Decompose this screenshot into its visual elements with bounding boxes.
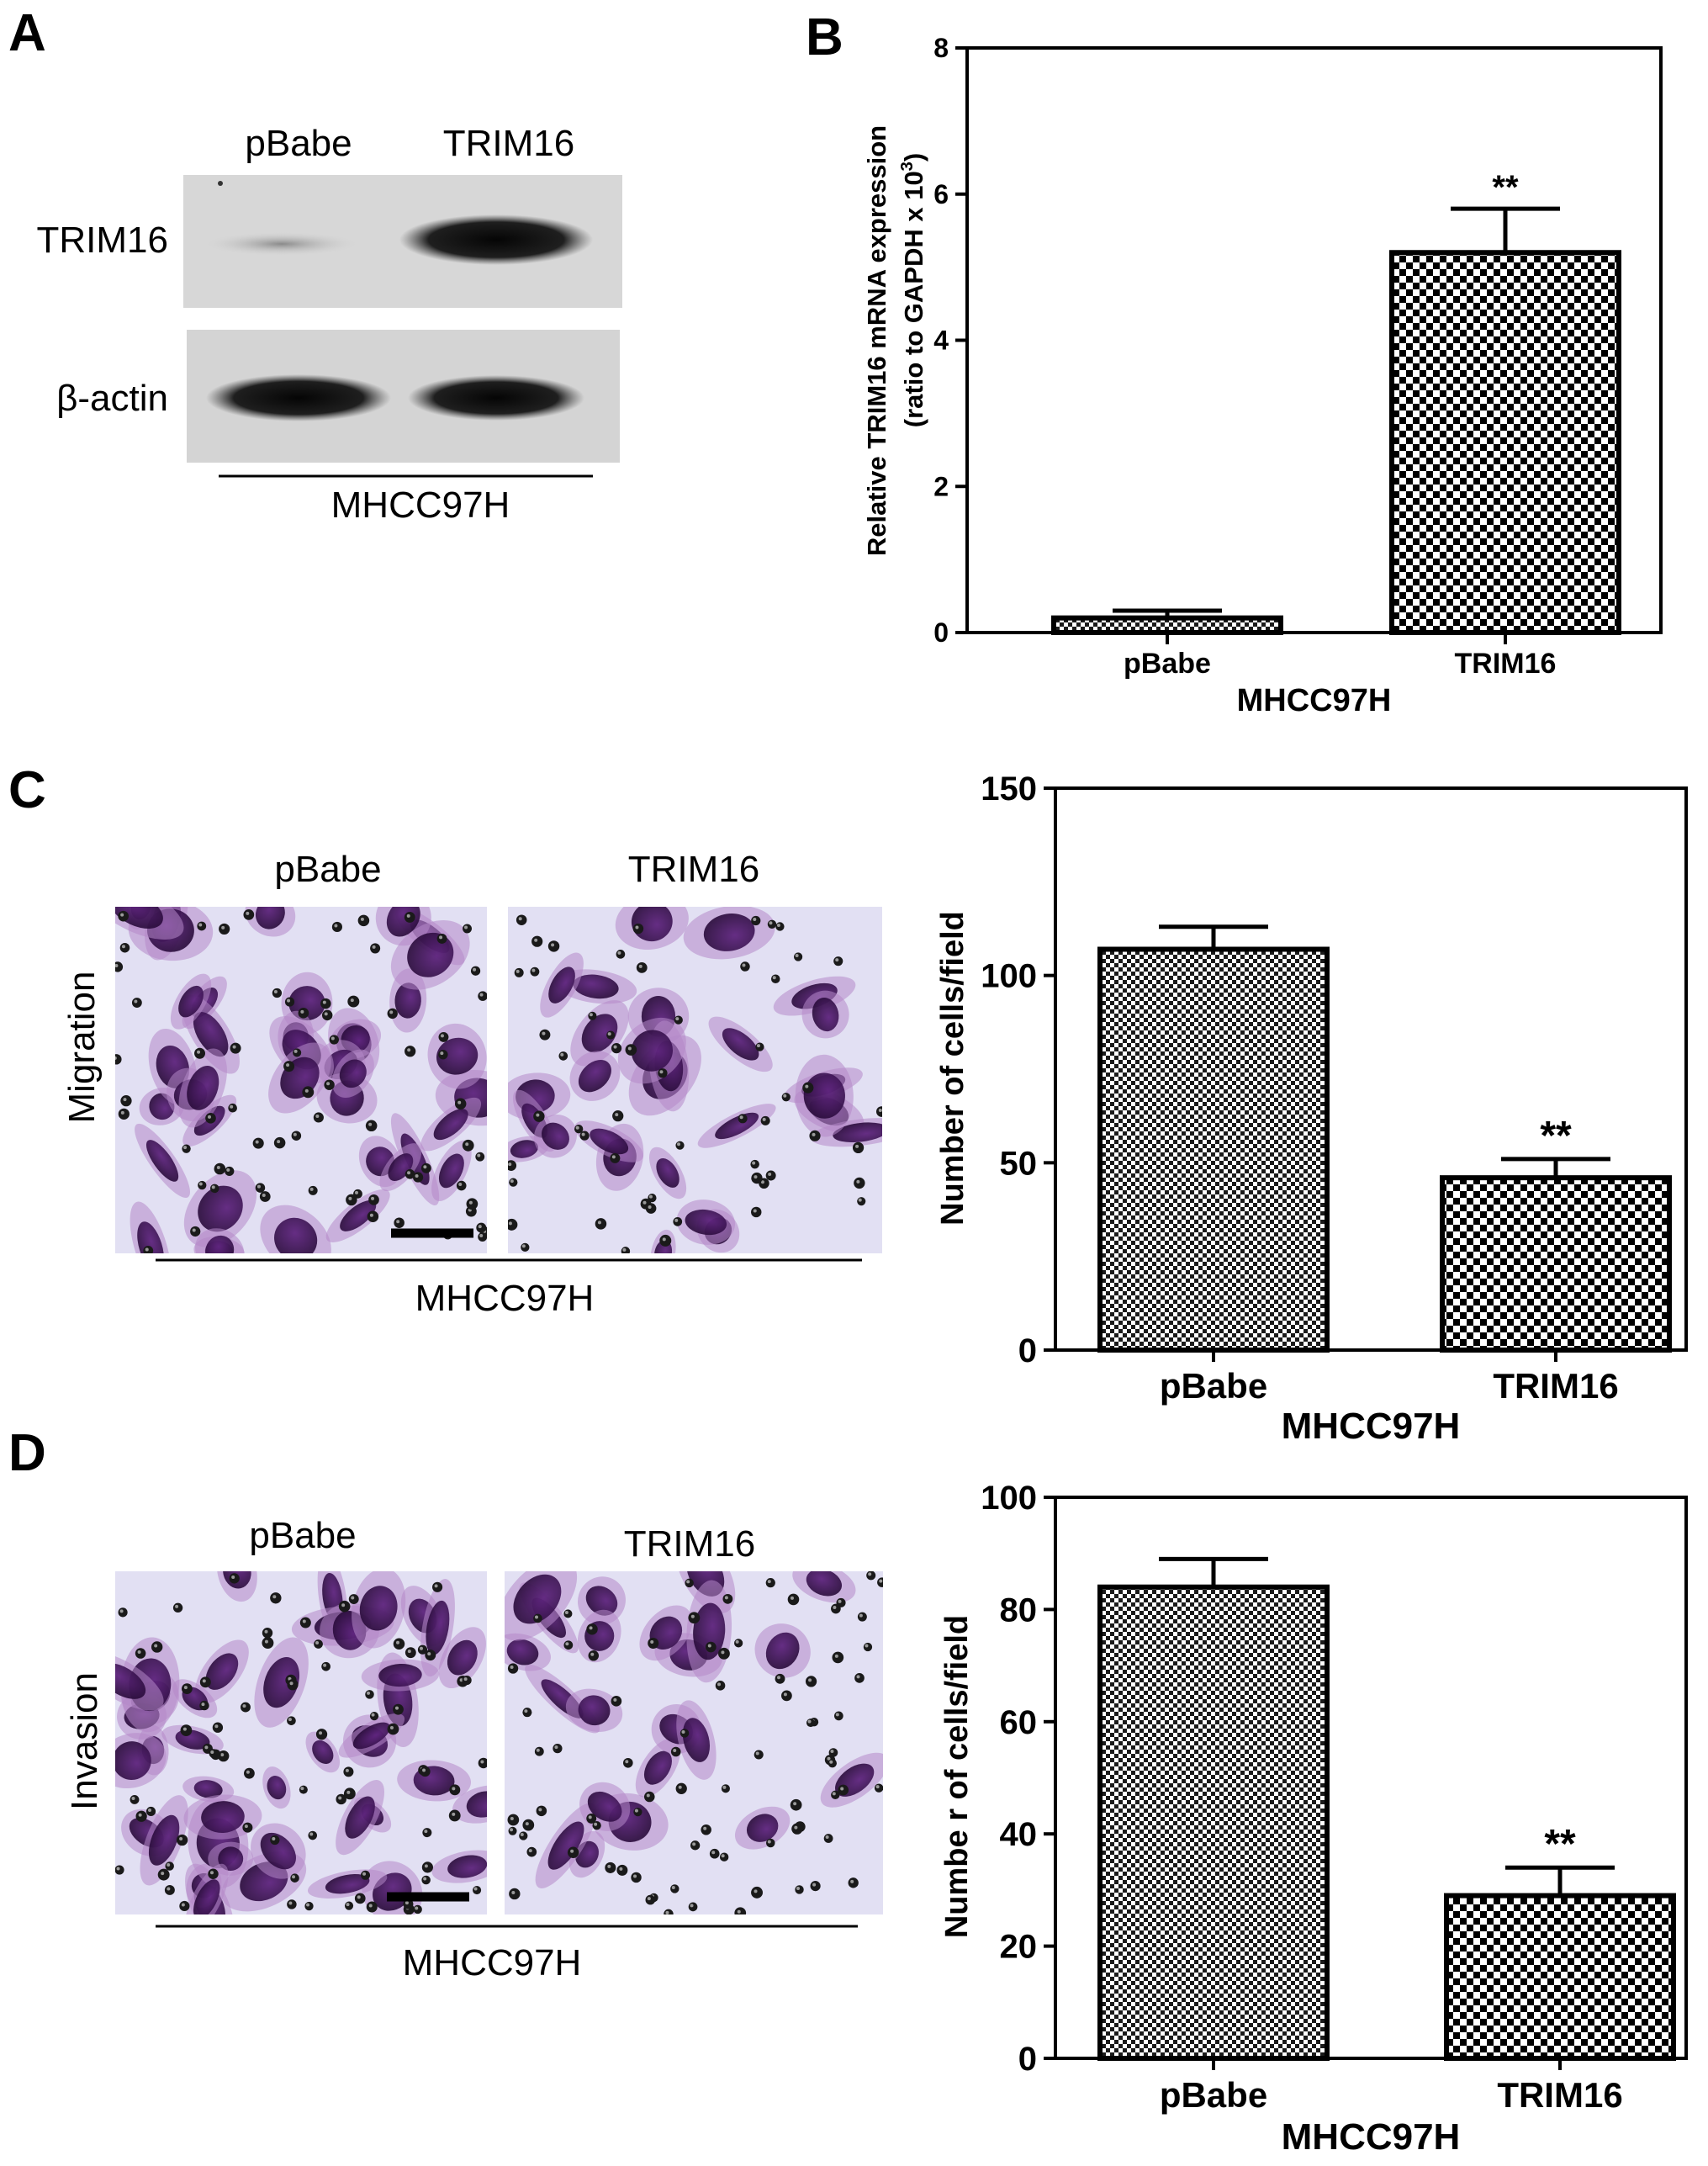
y-tick-label: 100 <box>981 958 1037 995</box>
y-tick-label: 100 <box>981 1480 1037 1517</box>
bar-pbabe <box>1097 946 1330 1353</box>
panel-letter-a: A <box>8 4 46 62</box>
y-axis-label-line2-close: ) <box>899 153 928 162</box>
bar-trim16 <box>1444 1893 1676 2062</box>
micrograph-label-d-pbabe: pBabe <box>249 1515 356 1556</box>
panel-c-micrographs: C pBabe TRIM16 Migration MHCC97H <box>8 761 882 1319</box>
y-axis-label: Numbe r of cells/field <box>939 1615 975 1938</box>
y-axis-label: Number of cells/field <box>935 911 970 1226</box>
y-tick-label: 20 <box>1000 1929 1038 1966</box>
blot-row-label-beta-actin: β-actin <box>56 378 168 419</box>
y-tick-label: 40 <box>1000 1816 1038 1853</box>
y-tick-label: 8 <box>933 33 949 63</box>
panel-letter-d: D <box>8 1424 46 1482</box>
plot-frame <box>1054 786 1688 1352</box>
chart-d: 0 20 40 60 80 100 pBabe TRIM16 ** MHCC97H Numbe r … <box>939 1480 1688 2158</box>
blot-lane-label-pbabe: pBabe <box>245 123 352 164</box>
y-tick-label: 4 <box>933 326 949 356</box>
blot-lane-label-trim16: TRIM16 <box>443 123 574 164</box>
bar-trim16 <box>1440 1175 1672 1353</box>
y-axis-label-line2: (ratio to GAPDH x 103) <box>898 153 928 427</box>
panel-letter-c: C <box>8 761 46 819</box>
micrograph-cell-line-c: MHCC97H <box>415 1278 595 1319</box>
y-tick-label: 2 <box>933 471 949 501</box>
blot-strip-trim16 <box>183 175 622 308</box>
x-tick-label: pBabe <box>1160 2075 1267 2115</box>
x-axis-label: MHCC97H <box>1282 2116 1461 2158</box>
significance-marker: ** <box>1544 1822 1576 1867</box>
x-tick-label: TRIM16 <box>1497 2075 1622 2115</box>
blot-cell-line-label: MHCC97H <box>331 485 510 526</box>
y-tick-label: 0 <box>1018 1332 1037 1369</box>
micrograph-invasion-pbabe <box>115 1571 487 1914</box>
micrograph-label-c-pbabe: pBabe <box>274 849 381 890</box>
x-tick-label: pBabe <box>1160 1366 1267 1406</box>
x-axis-label: MHCC97H <box>1282 1406 1461 1447</box>
row-label-invasion: Invasion <box>64 1672 105 1810</box>
chart-c: 0 50 100 150 pBabe TRIM16 ** MHCC97H Number of c… <box>935 771 1688 1447</box>
x-tick-label: pBabe <box>1124 648 1211 680</box>
y-tick-label: 80 <box>1000 1591 1038 1628</box>
significance-marker: ** <box>1540 1114 1572 1158</box>
micrograph-cell-line-d: MHCC97H <box>403 1942 582 1983</box>
plot-frame <box>1054 1496 1688 2060</box>
panel-letter-b: B <box>806 8 843 66</box>
significance-marker: ** <box>1492 169 1519 206</box>
y-tick-label: 60 <box>1000 1704 1038 1741</box>
y-axis-label-superscript: 3 <box>898 162 917 171</box>
micrograph-label-c-trim16: TRIM16 <box>628 849 759 890</box>
panel-a: A pBabe TRIM16 TRIM16 β-actin MHCC97H <box>8 4 622 526</box>
panel-d-micrographs: D pBabe TRIM16 Invasion MHCC97H <box>8 1424 883 1983</box>
row-label-migration: Migration <box>61 972 103 1124</box>
y-tick-label: 50 <box>1000 1145 1038 1182</box>
micrograph-migration-trim16 <box>508 907 882 1253</box>
y-tick-label: 0 <box>1018 2041 1037 2078</box>
micrograph-invasion-trim16 <box>505 1571 883 1914</box>
x-tick-label: TRIM16 <box>1455 648 1557 680</box>
chart-b: B 0 2 4 6 8 pBabe TRIM16 ** MHCC97H Relative TRIM… <box>806 8 1663 718</box>
y-axis-label-line2-text: (ratio to GAPDH x 10 <box>899 171 928 427</box>
blot-strip-beta-actin <box>187 330 620 463</box>
x-axis-label: MHCC97H <box>1237 683 1392 718</box>
micrograph-migration-pbabe <box>115 907 487 1253</box>
bar-pbabe <box>1097 1584 1330 2061</box>
bar-pbabe <box>1051 615 1283 635</box>
micrograph-label-d-trim16: TRIM16 <box>624 1523 755 1565</box>
bar-trim16 <box>1389 250 1621 635</box>
y-tick-label: 150 <box>981 771 1037 808</box>
y-axis-label-line1: Relative TRIM16 mRNA expression <box>862 125 891 556</box>
x-tick-label: TRIM16 <box>1493 1366 1618 1406</box>
blot-row-label-trim16: TRIM16 <box>37 220 168 261</box>
y-tick-label: 0 <box>933 617 949 648</box>
y-tick-label: 6 <box>933 179 949 209</box>
